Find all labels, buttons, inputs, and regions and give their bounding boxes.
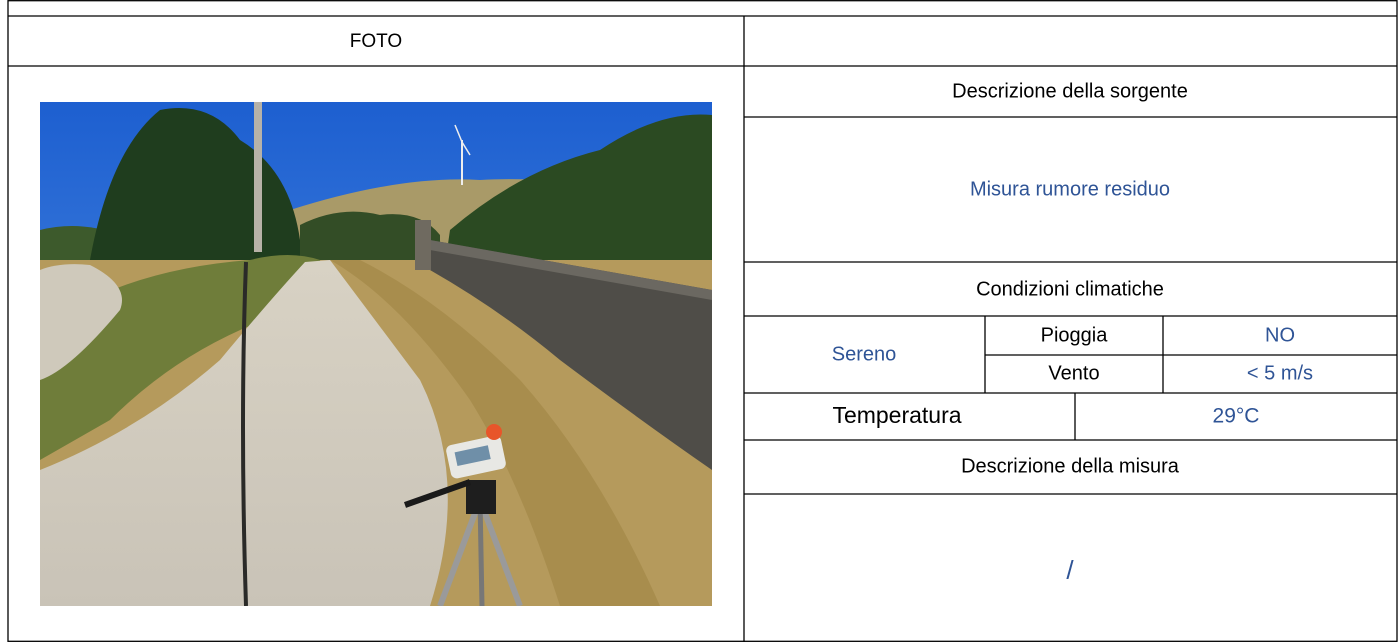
- photo: [40, 102, 712, 606]
- rain-value: NO: [1265, 324, 1295, 346]
- source-text: Misura rumore residuo: [970, 178, 1170, 200]
- temperature-label: Temperatura: [832, 402, 961, 428]
- climate-heading: Condizioni climatiche: [976, 278, 1164, 300]
- measure-text: /: [1066, 555, 1074, 585]
- photo-label: FOTO: [350, 31, 402, 52]
- rain-label: Pioggia: [1041, 324, 1109, 346]
- wind-value: < 5 m/s: [1247, 362, 1313, 384]
- temperature-value: 29°C: [1213, 405, 1260, 428]
- sky-condition: Sereno: [832, 343, 897, 365]
- table-grid: [7, 0, 1398, 642]
- measure-heading: Descrizione della misura: [961, 455, 1180, 477]
- source-heading: Descrizione della sorgente: [952, 80, 1188, 102]
- wind-label: Vento: [1048, 362, 1099, 384]
